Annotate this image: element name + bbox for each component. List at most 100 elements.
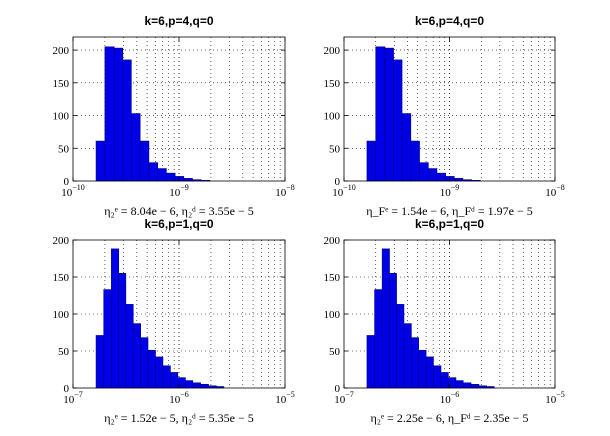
x-tick-label: 10−7 [334,390,354,406]
bars [366,248,495,389]
chart-title: k=6,p=4,q=0 [144,14,213,28]
histogram-bar [122,59,132,182]
y-tick-label: 200 [324,235,341,247]
grid [73,37,285,181]
y-tick-label: 100 [324,309,341,321]
panel-top-right: 0 50 100 150 200 10−10 10−9 10−8 k=6,p=4,q=0 η_Fᵉ… [324,14,565,218]
bars [366,46,481,182]
histogram-bar [401,113,412,182]
histogram-bar [462,382,472,389]
histogram-bar [104,46,115,182]
y-tick-label: 100 [53,111,70,123]
y-tick-label: 150 [324,272,341,284]
histogram-bar [95,140,106,182]
chart-title: k=6,p=1,q=0 [144,217,213,231]
x-tick-label: 10−5 [275,390,295,406]
histogram-bar [375,46,386,182]
histogram-bar [389,272,397,389]
grid [73,240,285,388]
x-tick-label: 10−8 [545,183,565,199]
histogram-bar [411,337,419,389]
panel-bottom-right: 0 50 100 150 200 10−7 10−6 10−5 k=6,p=1,q=0 η₂ᵉ =… [324,217,565,425]
histogram-bar [155,356,164,389]
histogram-bar [140,337,149,389]
histogram-bar [433,365,442,389]
histogram-bar [125,304,134,389]
histogram-bar [428,168,438,182]
x-axis-label: η₂ᵉ = 8.04e − 6, η₂ᵈ = 3.55e − 5 [104,204,253,218]
histogram-bar [418,349,427,389]
histogram-bar [381,248,390,389]
histogram-bar [425,356,434,389]
histogram-bar [147,349,156,389]
histogram-bar [403,323,412,389]
y-tick-label: 100 [53,309,70,321]
x-tick-label: 10−6 [169,390,189,406]
x-tick-label: 10−9 [169,183,189,199]
histogram-bar [396,304,405,389]
histogram-bar [192,382,201,389]
histogram-bar [139,140,150,182]
y-tick-label: 100 [324,111,341,123]
histogram-bar [113,47,124,182]
y-tick-label: 200 [324,45,341,57]
y-tick-label: 50 [58,143,70,155]
y-tick-label: 50 [58,346,70,358]
x-axis-label: η_Fᵉ = 1.54e − 6, η_Fᵈ = 1.97e − 5 [366,204,532,218]
histogram-bar [103,289,112,389]
y-tick-label: 200 [53,235,70,247]
bars [95,46,211,182]
chart-title: k=6,p=4,q=0 [415,14,484,28]
histogram-bar [455,380,464,389]
bars [95,248,225,389]
x-tick-label: 10−10 [61,183,85,199]
histogram-bar [366,335,375,389]
histogram-bar [419,162,429,182]
histogram-bar [131,113,141,182]
histogram-bar [200,383,209,389]
histogram-bar [393,59,403,182]
histogram-bar [185,380,194,389]
y-tick-label: 150 [324,78,341,90]
histogram-bar [118,272,127,389]
histogram-bar [410,140,420,182]
histogram-bar [366,140,377,182]
histogram-bar [166,172,176,182]
y-tick-label: 0 [64,383,70,395]
chart-title: k=6,p=1,q=0 [415,217,484,231]
histogram-bar [436,172,446,182]
histogram-bar [374,289,383,389]
histogram-bar [162,365,171,389]
y-tick-label: 50 [329,346,341,358]
x-tick-label: 10−9 [440,183,460,199]
x-tick-label: 10−6 [440,390,460,406]
y-tick-label: 0 [335,383,341,395]
histogram-bar [111,248,120,389]
y-tick-label: 150 [53,78,70,90]
y-tick-label: 50 [329,143,341,155]
y-tick-label: 0 [64,176,70,188]
x-axis-label: η₂ᵉ = 1.52e − 5, η₂ᵈ = 5.35e − 5 [104,411,253,425]
histogram-bar [132,323,141,389]
histogram-bar [174,176,185,182]
y-tick-label: 150 [53,272,70,284]
grid [344,37,555,181]
histogram-bar [95,335,105,389]
histogram-bar [470,383,480,389]
y-tick-label: 200 [53,45,70,57]
x-tick-label: 10−10 [332,183,356,199]
histogram-bar [148,162,159,182]
panel-bottom-left: 0 50 100 150 200 10−7 10−6 10−5 k=6,p=1,q=0 η₂ᵉ =… [53,217,295,425]
histogram-bar [445,176,455,182]
histogram-bar [440,372,449,389]
x-tick-label: 10−8 [275,183,295,199]
histogram-bar [157,168,167,182]
grid [344,240,555,388]
y-tick-label: 0 [335,176,341,188]
x-tick-label: 10−5 [545,390,565,406]
x-axis-label: η₂ᵉ = 2.25e − 6, η_Fᵈ = 2.35e − 5 [371,411,529,425]
panel-top-left: 0 50 100 150 200 10−10 10−9 10−8 k=6,p=4,q=0 η₂ᵉ … [53,14,295,218]
histogram-bar [384,47,394,182]
x-tick-label: 10−7 [63,390,83,406]
